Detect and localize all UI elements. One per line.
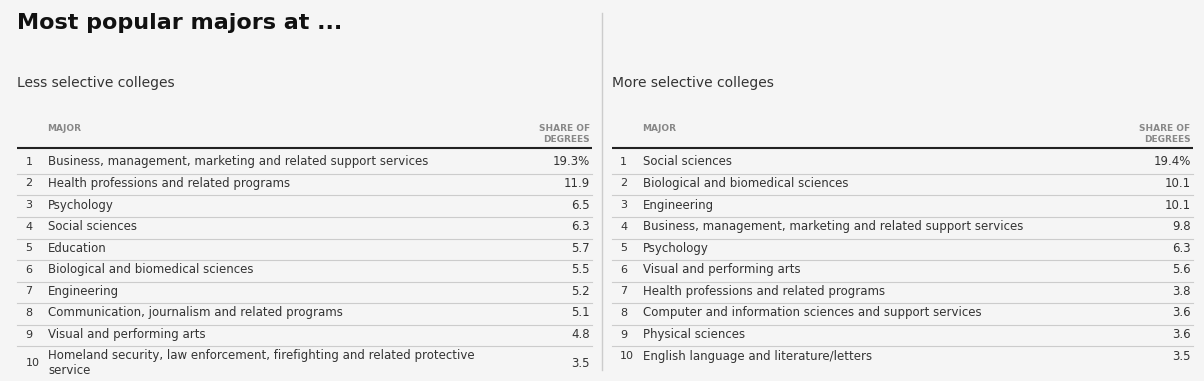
Text: 19.4%: 19.4% [1153, 155, 1191, 168]
Text: 19.3%: 19.3% [553, 155, 590, 168]
Text: 11.9: 11.9 [563, 177, 590, 190]
Text: Health professions and related programs: Health professions and related programs [643, 285, 885, 298]
Text: 1: 1 [620, 157, 627, 167]
Text: English language and literature/letters: English language and literature/letters [643, 350, 872, 363]
Text: Business, management, marketing and related support services: Business, management, marketing and rela… [643, 220, 1023, 233]
Text: Psychology: Psychology [643, 242, 709, 255]
Text: More selective colleges: More selective colleges [612, 76, 773, 90]
Text: 3: 3 [25, 200, 33, 210]
Text: 6: 6 [25, 265, 33, 275]
Text: SHARE OF
DEGREES: SHARE OF DEGREES [1139, 124, 1191, 144]
Text: Engineering: Engineering [643, 199, 714, 211]
Text: Biological and biomedical sciences: Biological and biomedical sciences [48, 263, 254, 276]
Text: Social sciences: Social sciences [643, 155, 732, 168]
Text: 6.3: 6.3 [572, 220, 590, 233]
Text: Physical sciences: Physical sciences [643, 328, 745, 341]
Text: 4.8: 4.8 [572, 328, 590, 341]
Text: 5.2: 5.2 [572, 285, 590, 298]
Text: 6.3: 6.3 [1171, 242, 1191, 255]
Text: Less selective colleges: Less selective colleges [17, 76, 175, 90]
Text: 3.6: 3.6 [1171, 328, 1191, 341]
Text: 5: 5 [25, 243, 33, 253]
Text: Biological and biomedical sciences: Biological and biomedical sciences [643, 177, 849, 190]
Text: Visual and performing arts: Visual and performing arts [48, 328, 206, 341]
Text: Education: Education [48, 242, 107, 255]
Text: 5.1: 5.1 [572, 306, 590, 320]
Text: 10.1: 10.1 [1164, 199, 1191, 211]
Text: Business, management, marketing and related support services: Business, management, marketing and rela… [48, 155, 429, 168]
Text: MAJOR: MAJOR [642, 124, 675, 133]
Text: 3.6: 3.6 [1171, 306, 1191, 320]
Text: SHARE OF
DEGREES: SHARE OF DEGREES [539, 124, 590, 144]
Text: 8: 8 [620, 308, 627, 318]
Text: 4: 4 [25, 222, 33, 232]
Text: 2: 2 [620, 178, 627, 189]
Text: 2: 2 [25, 178, 33, 189]
Text: 6: 6 [620, 265, 627, 275]
Text: 3.8: 3.8 [1173, 285, 1191, 298]
Text: Communication, journalism and related programs: Communication, journalism and related pr… [48, 306, 343, 320]
Text: 3: 3 [620, 200, 627, 210]
Text: 4: 4 [620, 222, 627, 232]
Text: 9.8: 9.8 [1171, 220, 1191, 233]
Text: Social sciences: Social sciences [48, 220, 137, 233]
Text: 5.7: 5.7 [572, 242, 590, 255]
Text: Visual and performing arts: Visual and performing arts [643, 263, 801, 276]
Text: 7: 7 [25, 287, 33, 296]
Text: 5.6: 5.6 [1171, 263, 1191, 276]
Text: 5.5: 5.5 [572, 263, 590, 276]
Text: 8: 8 [25, 308, 33, 318]
Text: Computer and information sciences and support services: Computer and information sciences and su… [643, 306, 981, 320]
Text: Psychology: Psychology [48, 199, 114, 211]
Text: 6.5: 6.5 [572, 199, 590, 211]
Text: 1: 1 [25, 157, 33, 167]
Text: 9: 9 [25, 330, 33, 339]
Text: 10.1: 10.1 [1164, 177, 1191, 190]
Text: MAJOR: MAJOR [47, 124, 81, 133]
Text: 3.5: 3.5 [1173, 350, 1191, 363]
Text: 7: 7 [620, 287, 627, 296]
Text: 10: 10 [620, 351, 635, 361]
Text: Health professions and related programs: Health professions and related programs [48, 177, 290, 190]
Text: Most popular majors at ...: Most popular majors at ... [17, 13, 342, 32]
Text: Engineering: Engineering [48, 285, 119, 298]
Text: 10: 10 [25, 359, 40, 368]
Text: Homeland security, law enforcement, firefighting and related protective
service: Homeland security, law enforcement, fire… [48, 349, 474, 378]
Text: 9: 9 [620, 330, 627, 339]
Text: 3.5: 3.5 [572, 357, 590, 370]
Text: 5: 5 [620, 243, 627, 253]
